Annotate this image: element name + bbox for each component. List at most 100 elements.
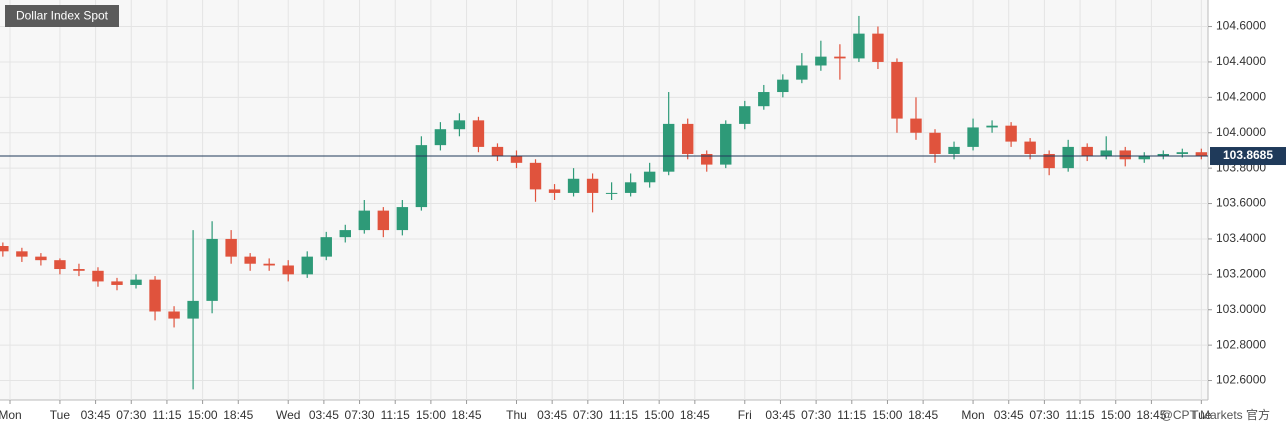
candle-body (111, 281, 123, 285)
last-price-label: 103.8685 (1223, 148, 1273, 162)
y-tick-label: 104.6000 (1216, 19, 1266, 33)
candle-body (891, 61, 903, 119)
y-tick-label: 104.4000 (1216, 54, 1266, 68)
candle-body (434, 129, 447, 146)
x-tick-label: Mon (0, 408, 22, 422)
candle-body (586, 178, 599, 193)
candle-body (967, 127, 979, 147)
x-tick-label: Fri (738, 408, 752, 422)
x-tick-label: 11:15 (1065, 408, 1094, 422)
candle-body (1005, 125, 1017, 142)
x-tick-label: 03:45 (309, 408, 339, 422)
candle-body (320, 237, 332, 257)
x-tick-label: 18:45 (452, 408, 482, 422)
candles (0, 15, 1208, 390)
candle-body (396, 207, 409, 231)
candle-body (1081, 146, 1093, 156)
x-tick-label: Wed (276, 408, 300, 422)
candle-body (472, 120, 485, 147)
x-tick-label: 15:00 (872, 408, 902, 422)
candle-body (35, 256, 47, 261)
watermark: @CPT Markets 官方 (1161, 407, 1270, 422)
x-tick-label: 11:15 (152, 408, 181, 422)
candle-body (415, 145, 428, 208)
candle-body (910, 118, 922, 133)
x-tick-label: 07:30 (801, 408, 831, 422)
last-price-box (1210, 147, 1286, 166)
plot-area (0, 0, 1208, 400)
x-tick-label: 03:45 (994, 408, 1024, 422)
chart-title: Dollar Index Spot (16, 9, 109, 23)
candle-body (149, 279, 161, 312)
y-tick-label: 103.2000 (1216, 267, 1266, 281)
candle-body (358, 210, 371, 231)
candle-body (377, 210, 390, 231)
x-tick-label: 15:00 (416, 408, 446, 422)
x-tick-label: 11:15 (381, 408, 410, 422)
x-tick-label: Tue (1191, 408, 1212, 422)
candle-body (92, 270, 104, 282)
x-tick-label: 15:00 (188, 408, 218, 422)
candle-body (548, 189, 561, 193)
candle-body (567, 178, 580, 193)
x-tick-label: 03:45 (765, 408, 795, 422)
candle-body (1024, 141, 1036, 154)
candle-body (720, 123, 732, 165)
candle-body (206, 238, 218, 301)
candle-body (339, 230, 351, 238)
candle-body (225, 238, 237, 257)
overlay: 103.8685 (0, 147, 1286, 166)
y-tick-label: 104.0000 (1216, 125, 1266, 139)
x-tick-label: 03:45 (537, 408, 567, 422)
candle-body (701, 153, 713, 165)
x-tick-label: Mon (961, 408, 984, 422)
candle-body (453, 120, 466, 130)
candle-body (491, 146, 504, 156)
candle-body (0, 246, 9, 252)
y-tick-label: 102.6000 (1216, 373, 1266, 387)
x-tick-label: 18:45 (908, 408, 938, 422)
candle-body (834, 56, 846, 59)
x-tick-label: 07:30 (345, 408, 375, 422)
candle-body (54, 260, 66, 270)
grid: 102.6000 102.8000 103.0000 103.2000 103.4000… (0, 0, 1266, 422)
y-tick-label: 102.8000 (1216, 337, 1266, 351)
x-tick-label: 15:00 (644, 408, 674, 422)
x-tick-label: 18:45 (223, 408, 253, 422)
candle-body (853, 33, 865, 59)
x-tick-label: 18:45 (680, 408, 710, 422)
x-tick-label: 07:30 (1029, 408, 1059, 422)
title-box (5, 5, 119, 27)
x-tick-label: Tue (50, 408, 71, 422)
candle-body (263, 263, 275, 266)
x-tick-label: 03:45 (81, 408, 111, 422)
x-tick-label: 18:45 (1136, 408, 1166, 422)
candle-body (168, 311, 180, 319)
y-tick-label: 104.2000 (1216, 90, 1266, 104)
candle-body (1119, 150, 1131, 160)
candle-body (16, 251, 28, 257)
x-tick-label: 11:15 (837, 408, 866, 422)
candle-body (1138, 155, 1150, 160)
candle-body (73, 269, 85, 271)
candle-body (1157, 153, 1170, 156)
x-tick-label: 11:15 (609, 408, 638, 422)
candle-body (1100, 150, 1112, 156)
candle-body (1195, 152, 1208, 156)
candle-body (777, 79, 789, 93)
candle-body (986, 125, 998, 128)
candle-body (796, 65, 808, 80)
candle-body (948, 146, 960, 154)
candle-body (739, 106, 751, 124)
candle-body (1062, 146, 1074, 169)
x-tick-label: Thu (506, 408, 527, 422)
candle-body (244, 256, 256, 264)
candle-body (662, 123, 675, 172)
candle-body (605, 192, 618, 194)
candle-body (929, 132, 941, 154)
candle-body (624, 182, 637, 193)
x-tick-label: 07:30 (116, 408, 146, 422)
y-tick-label: 103.4000 (1216, 231, 1266, 245)
